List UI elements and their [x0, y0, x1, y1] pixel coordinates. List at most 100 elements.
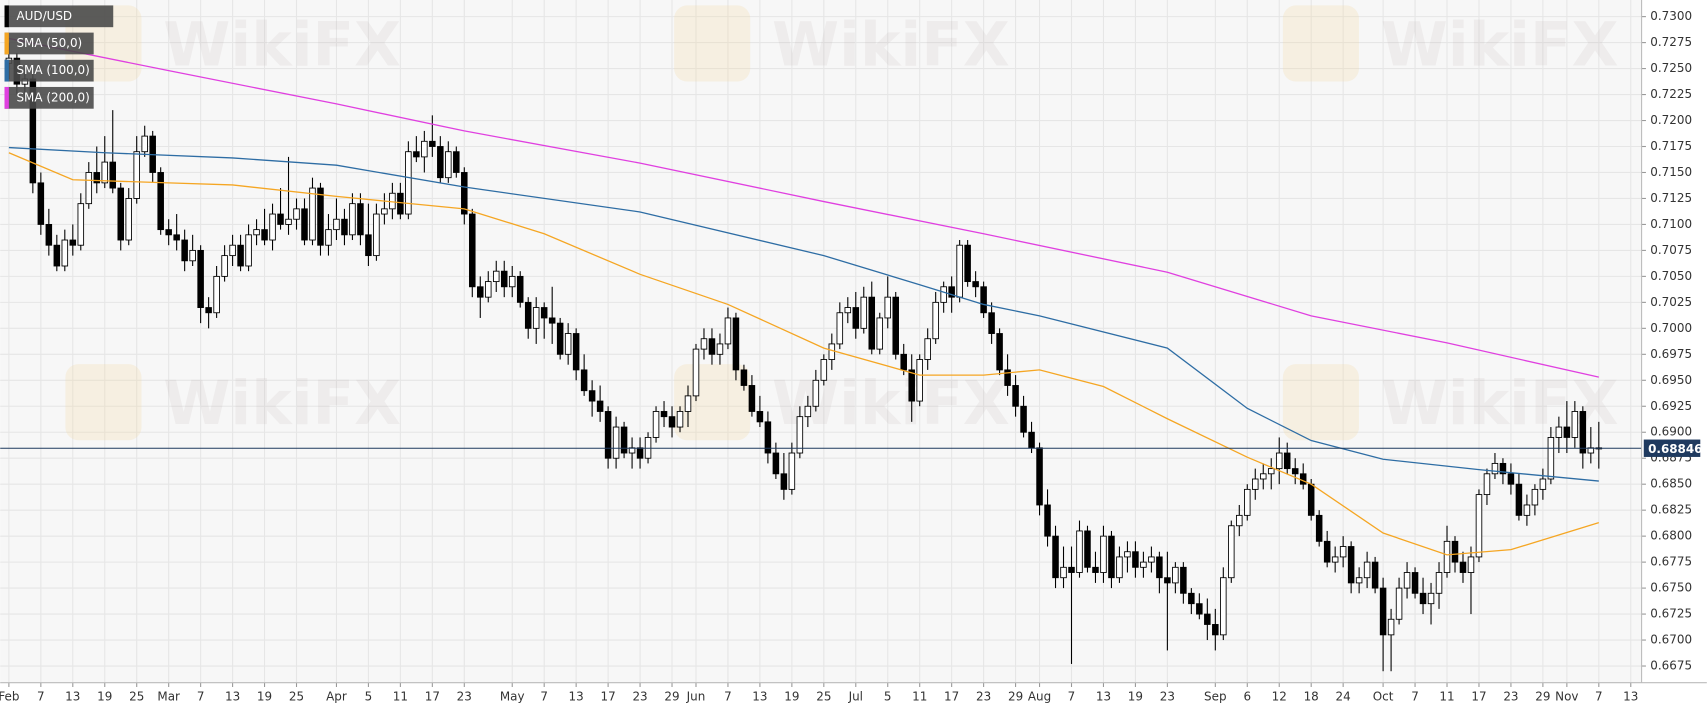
- candle-body: [540, 307, 548, 319]
- legend: AUD/USD SMA (50,0) SMA (100,0) SMA (200,0): [4, 5, 114, 109]
- candle-body: [756, 411, 764, 423]
- x-tick-label: 19: [97, 689, 112, 703]
- candle-body: [1220, 577, 1227, 636]
- candle-body: [900, 353, 907, 371]
- candle-body: [1116, 556, 1123, 579]
- x-tick-label: 25: [129, 689, 144, 703]
- candle-body: [1371, 561, 1379, 589]
- candle-body: [852, 307, 860, 329]
- candle-body: [996, 333, 1003, 371]
- candle-body: [884, 296, 892, 319]
- grid: [0, 0, 1642, 683]
- candle-body: [197, 249, 204, 308]
- candle-body: [125, 198, 132, 241]
- candle-body: [1531, 488, 1539, 506]
- candle-body: [277, 213, 284, 225]
- candle-body: [1507, 473, 1515, 485]
- x-tick-label: Feb: [0, 689, 19, 703]
- x-tick-label: 6: [1243, 689, 1251, 703]
- candle-body: [1092, 566, 1099, 573]
- watermark: WikiFX: [772, 368, 1010, 439]
- candle-body: [604, 411, 612, 459]
- legend-label: SMA (200,0): [16, 90, 89, 104]
- candle-body: [1188, 592, 1195, 605]
- x-tick-label: 12: [1272, 689, 1287, 703]
- y-tick-label: 0.6725: [1650, 607, 1692, 621]
- sma-line: [8, 37, 1599, 378]
- candle-body: [349, 203, 356, 236]
- candle-body: [1084, 530, 1091, 568]
- candle-body: [1267, 468, 1275, 475]
- y-tick-label: 0.7075: [1650, 243, 1692, 257]
- candle-body: [213, 275, 220, 314]
- last-price-box: [1643, 439, 1701, 457]
- candle-body: [1108, 535, 1115, 579]
- x-tick-label: 11: [393, 689, 408, 703]
- candle-body: [1196, 603, 1203, 615]
- candle-body: [844, 307, 852, 314]
- y-tick-label: 0.7175: [1650, 139, 1692, 153]
- y-tick-label: 0.7275: [1650, 35, 1692, 49]
- x-tick-label: Nov: [1555, 689, 1578, 703]
- candle-body: [988, 312, 995, 334]
- candle-body: [373, 213, 380, 257]
- candle-body: [1252, 478, 1259, 490]
- candle-body: [141, 135, 148, 153]
- candle-body: [588, 390, 596, 402]
- y-tick-label: 0.6850: [1650, 477, 1692, 491]
- legend-swatch: [4, 5, 9, 28]
- candle-body: [1012, 385, 1019, 407]
- candle-body: [165, 229, 172, 236]
- x-tick-label: 17: [425, 689, 440, 703]
- candle-body: [908, 369, 915, 402]
- candle-body: [1275, 452, 1283, 470]
- watermark: WikiFX: [1381, 368, 1619, 439]
- candle-body: [516, 275, 524, 303]
- candle-body: [1379, 587, 1387, 636]
- candle-body: [1539, 478, 1547, 490]
- candle-body: [261, 229, 268, 241]
- candle-body: [1355, 577, 1363, 584]
- candle-body: [413, 151, 420, 158]
- candle-body: [461, 172, 468, 215]
- candle-body: [1044, 504, 1051, 537]
- candle-body: [700, 338, 708, 350]
- candle-body: [732, 317, 740, 371]
- candle-body: [668, 416, 676, 428]
- candle-body: [724, 317, 732, 345]
- candle-body: [301, 208, 308, 241]
- marks: [0, 37, 1642, 672]
- y-tick-label: 0.6975: [1650, 347, 1692, 361]
- candle-body: [253, 229, 260, 236]
- watermark-logo: [1282, 5, 1359, 82]
- x-tick-label: 5: [884, 689, 892, 703]
- candle-body: [1140, 561, 1147, 568]
- candle-body: [1307, 483, 1315, 516]
- candle-body: [157, 172, 164, 231]
- x-tick-label: 18: [1304, 689, 1319, 703]
- y-tick-label: 0.7000: [1650, 321, 1692, 335]
- x-tick-label: 17: [944, 689, 959, 703]
- candle-body: [437, 146, 444, 179]
- candle-body: [173, 234, 180, 241]
- candle-body: [333, 218, 340, 231]
- x-tick-label: Jul: [848, 689, 863, 703]
- y-tick-label: 0.7250: [1650, 61, 1692, 75]
- x-tick-label: 5: [365, 689, 373, 703]
- legend-box: [4, 32, 94, 55]
- candle-body: [245, 234, 252, 267]
- x-tick-label: 13: [225, 689, 240, 703]
- x-tick-label: Sep: [1204, 689, 1227, 703]
- candle-body: [1259, 473, 1267, 480]
- candle-body: [1291, 468, 1299, 475]
- candle-body: [492, 270, 500, 283]
- candle-body: [1180, 566, 1187, 594]
- candle-body: [1060, 566, 1067, 579]
- candle-body: [980, 286, 987, 314]
- x-tick-label: 13: [752, 689, 767, 703]
- x-tick-label: 11: [1439, 689, 1454, 703]
- candle-body: [325, 229, 332, 246]
- x-tick-label: 7: [724, 689, 732, 703]
- candle-body: [133, 151, 140, 199]
- y-tick-label: 0.6675: [1650, 659, 1692, 673]
